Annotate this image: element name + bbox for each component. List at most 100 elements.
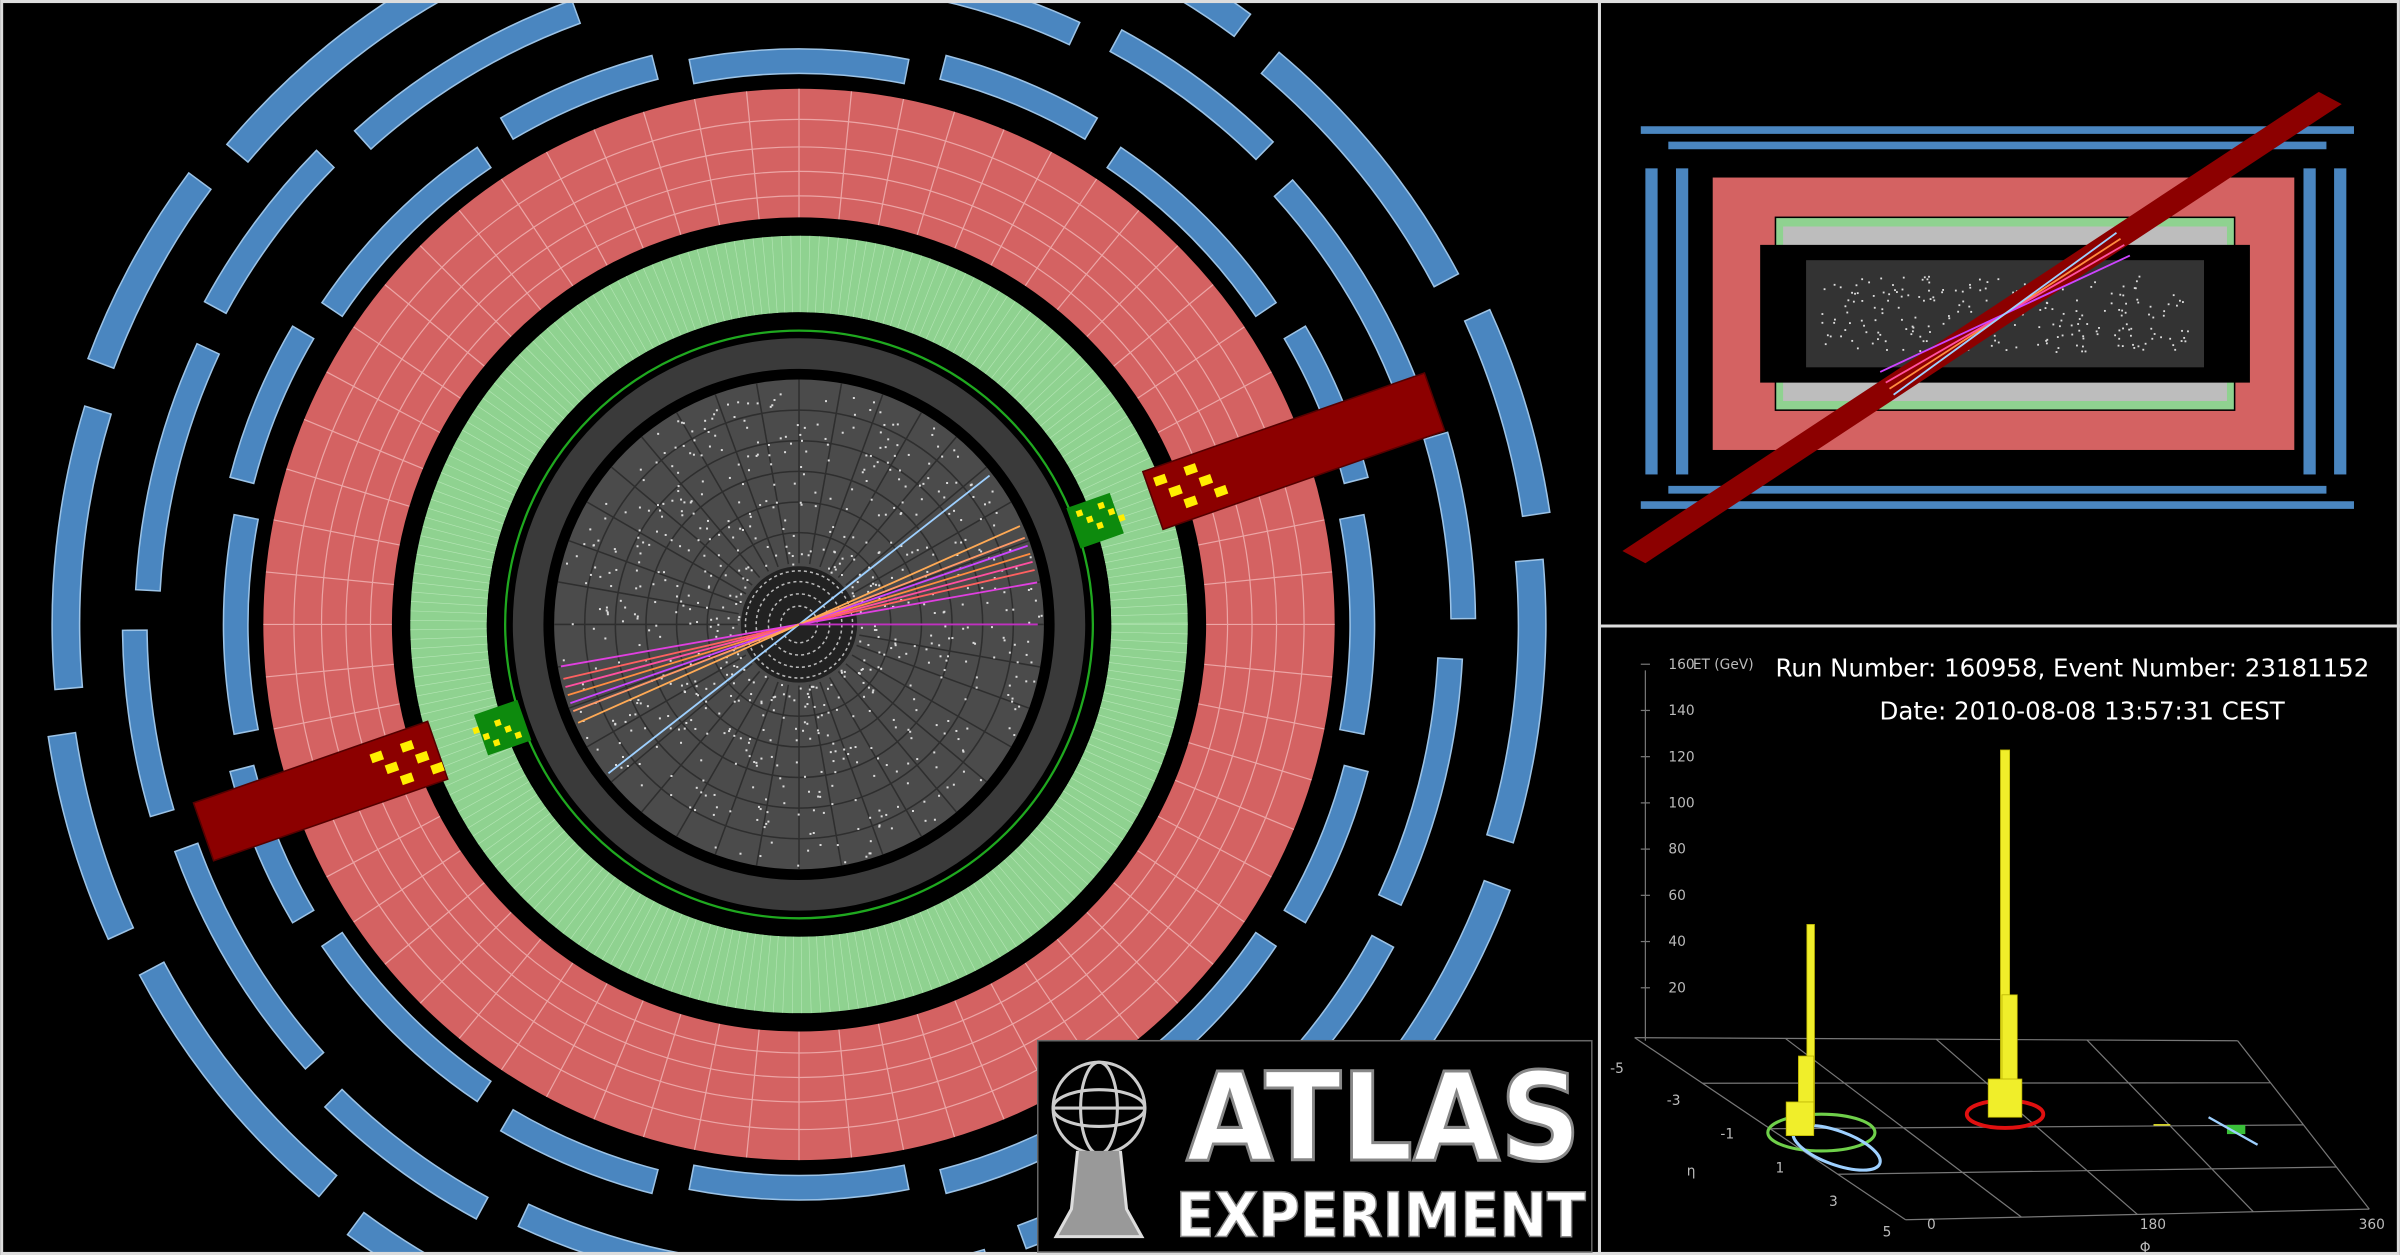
hit: [683, 727, 686, 730]
hit: [815, 686, 818, 689]
em-grid: [1106, 556, 1182, 571]
em-grid: [1099, 707, 1174, 728]
hit: [681, 421, 684, 424]
hit: [909, 730, 912, 733]
id-grid: [755, 684, 790, 866]
hit: [1003, 639, 1006, 642]
hit: [878, 809, 881, 812]
id-grid: [610, 663, 753, 783]
hit: [705, 606, 708, 609]
hit: [669, 682, 672, 685]
hit: [784, 435, 787, 438]
hit: [834, 568, 837, 571]
em-grid: [1003, 859, 1055, 919]
hit: [694, 809, 697, 812]
hit: [715, 617, 718, 620]
em-grid: [507, 830, 566, 882]
hit: [727, 403, 729, 406]
em-grid: [562, 872, 610, 934]
hit: [690, 500, 693, 503]
hit: [1839, 286, 1842, 289]
calo-grid: [1196, 702, 1325, 730]
hit: [1844, 305, 1847, 308]
em-grid: [1040, 821, 1101, 871]
hit: [854, 746, 857, 749]
hit: [618, 742, 621, 745]
hit: [2184, 340, 2187, 343]
hit: [916, 549, 919, 552]
hit: [827, 459, 830, 462]
calo-grid: [1112, 284, 1214, 368]
em-grid: [990, 317, 1039, 379]
hit: [884, 446, 887, 449]
hit: [2082, 337, 2085, 340]
hit: [788, 695, 791, 698]
hit: [752, 786, 755, 789]
hit: [906, 782, 909, 785]
hit: [678, 728, 680, 731]
hit: [1840, 335, 1842, 338]
em-grid: [854, 931, 869, 1008]
hit: [812, 831, 815, 834]
em-grid: [1070, 432, 1138, 471]
cell: [482, 732, 491, 741]
hit: [907, 453, 910, 456]
em-grid: [1014, 849, 1069, 906]
em-grid: [966, 887, 1009, 953]
em-grid: [1078, 763, 1147, 799]
hit: [638, 506, 641, 509]
hit: [883, 604, 886, 607]
hit: [677, 490, 680, 493]
hit: [953, 449, 956, 452]
cell: [414, 750, 430, 764]
hit: [800, 439, 803, 442]
hit: [937, 490, 940, 493]
em-grid: [679, 921, 704, 995]
hit: [663, 571, 665, 574]
hit: [964, 698, 967, 701]
hit: [765, 822, 768, 825]
em-grid: [696, 249, 718, 324]
hit: [739, 852, 742, 855]
hit: [775, 501, 778, 504]
hit: [1846, 311, 1849, 314]
hit: [1914, 316, 1917, 319]
hit: [677, 485, 680, 488]
muon-endcap: [2303, 168, 2316, 475]
em-grid: [427, 507, 502, 532]
em-grid: [911, 261, 940, 334]
hit: [774, 695, 777, 698]
em-grid: [1008, 336, 1061, 394]
hit: [652, 583, 655, 586]
hit: [1962, 300, 1965, 303]
hit: [1905, 328, 1908, 331]
hit: [1923, 276, 1926, 279]
track: [1893, 232, 2118, 396]
hit: [871, 576, 874, 579]
hit: [2046, 338, 2049, 341]
hit: [865, 480, 868, 482]
hit: [1957, 310, 1960, 313]
em-grid: [912, 915, 942, 987]
hit: [879, 411, 882, 414]
hit: [923, 603, 926, 606]
hit: [687, 594, 690, 597]
hit: [981, 587, 984, 590]
hit: [1887, 299, 1889, 302]
em-grid: [410, 620, 487, 622]
hit: [581, 683, 584, 686]
hit: [2076, 344, 2078, 347]
hit: [819, 844, 822, 846]
hit: [640, 784, 643, 787]
hit: [972, 641, 975, 644]
hit: [739, 737, 742, 740]
hit: [2120, 314, 2123, 317]
em-grid: [952, 286, 992, 354]
hit: [924, 819, 927, 822]
em-grid: [410, 636, 488, 640]
hit: [920, 498, 923, 501]
em-deposit: [1066, 492, 1124, 549]
calo-grid: [1023, 178, 1098, 288]
hit: [869, 584, 872, 587]
hit: [874, 583, 877, 586]
